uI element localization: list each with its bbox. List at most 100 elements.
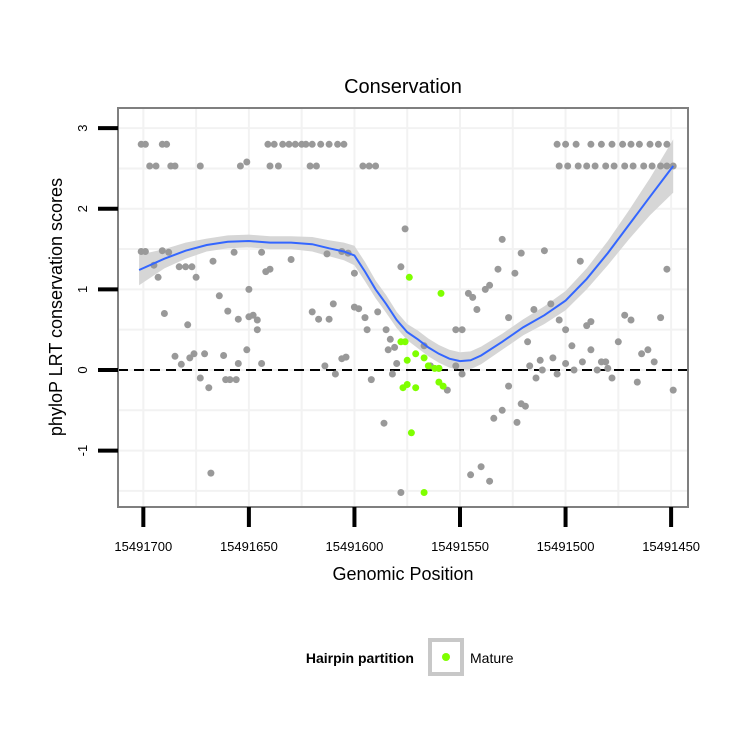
- data-point: [380, 419, 388, 427]
- data-point: [526, 362, 534, 370]
- data-point: [635, 140, 643, 148]
- data-point: [171, 352, 179, 360]
- data-point: [291, 140, 299, 148]
- data-point: [274, 162, 282, 170]
- data-point: [555, 316, 563, 324]
- data-point: [521, 402, 529, 410]
- data-point: [363, 326, 371, 334]
- data-point: [374, 308, 382, 316]
- x-tick-label: 15491650: [220, 539, 278, 554]
- data-point: [243, 158, 251, 166]
- data-point: [287, 256, 295, 263]
- data-point: [188, 263, 196, 271]
- data-point-mature: [420, 354, 428, 362]
- data-point: [226, 376, 234, 384]
- data-point: [391, 343, 399, 351]
- data-point: [264, 140, 272, 148]
- data-point: [331, 370, 339, 378]
- data-point: [329, 300, 337, 308]
- data-point: [192, 273, 200, 281]
- data-point: [207, 469, 215, 477]
- data-point-mature: [403, 381, 411, 388]
- data-point-mature: [407, 429, 415, 437]
- x-tick-label: 15491700: [114, 539, 172, 554]
- data-point-mature: [405, 273, 413, 281]
- data-point: [359, 162, 367, 170]
- data-point: [184, 321, 192, 329]
- data-point: [266, 265, 274, 273]
- data-point: [306, 162, 314, 170]
- data-point: [536, 356, 544, 364]
- data-point: [555, 162, 563, 170]
- data-point: [619, 140, 627, 148]
- data-point: [388, 370, 396, 378]
- data-point: [152, 162, 160, 170]
- panel-background: [118, 108, 688, 507]
- data-point: [315, 315, 323, 323]
- data-point: [513, 418, 521, 426]
- data-point: [365, 162, 373, 170]
- plot-panel: [117, 107, 689, 508]
- data-point-mature: [437, 289, 445, 297]
- data-point-mature: [435, 364, 443, 372]
- data-point: [224, 307, 232, 315]
- legend-title: Hairpin partition: [306, 650, 414, 666]
- data-point: [532, 374, 540, 382]
- data-point: [302, 140, 310, 148]
- x-axis: 15491700 15491650 15491600 15491550 15491500…: [114, 507, 700, 554]
- data-point: [650, 358, 658, 366]
- data-point: [163, 140, 171, 148]
- data-point: [663, 140, 671, 148]
- data-point: [591, 162, 599, 170]
- data-point: [323, 250, 331, 258]
- data-point: [350, 269, 358, 277]
- x-tick-label: 15491500: [537, 539, 595, 554]
- data-point: [574, 162, 582, 170]
- data-point: [621, 162, 629, 170]
- data-point: [614, 338, 622, 346]
- data-point-mature: [397, 338, 405, 346]
- data-point: [562, 360, 570, 367]
- data-point: [490, 414, 498, 422]
- data-point: [452, 362, 460, 370]
- data-point: [334, 140, 342, 148]
- data-point: [236, 162, 244, 170]
- data-point: [663, 162, 671, 170]
- data-point: [393, 360, 401, 367]
- panel-border: [117, 107, 689, 508]
- data-point: [141, 248, 149, 255]
- chart-title: Conservation: [344, 76, 462, 98]
- data-point: [146, 162, 154, 170]
- data-point: [325, 140, 333, 148]
- data-point: [669, 386, 677, 394]
- data-point: [384, 346, 392, 354]
- data-point: [190, 350, 198, 358]
- data-point: [578, 358, 586, 366]
- data-point: [245, 285, 253, 293]
- data-point: [382, 326, 390, 334]
- data-point: [175, 263, 183, 271]
- data-point: [627, 140, 635, 148]
- data-point: [583, 162, 591, 170]
- y-tick-label: 2: [75, 205, 90, 212]
- data-point: [279, 140, 287, 148]
- data-point: [602, 358, 610, 366]
- data-point: [538, 366, 546, 374]
- data-point: [511, 269, 519, 277]
- data-point: [597, 140, 605, 148]
- data-point: [220, 352, 228, 359]
- data-point: [317, 140, 325, 148]
- data-point: [201, 350, 209, 358]
- data-point: [372, 162, 380, 170]
- data-point: [486, 477, 494, 485]
- data-point: [633, 378, 641, 386]
- legend-key-mature-dot: [442, 653, 450, 661]
- legend: Hairpin partition Mature: [306, 638, 514, 676]
- data-point: [505, 382, 513, 390]
- data-point: [243, 346, 251, 354]
- data-point: [505, 314, 513, 322]
- data-point: [458, 326, 466, 334]
- data-point: [258, 360, 266, 367]
- data-point: [610, 162, 618, 170]
